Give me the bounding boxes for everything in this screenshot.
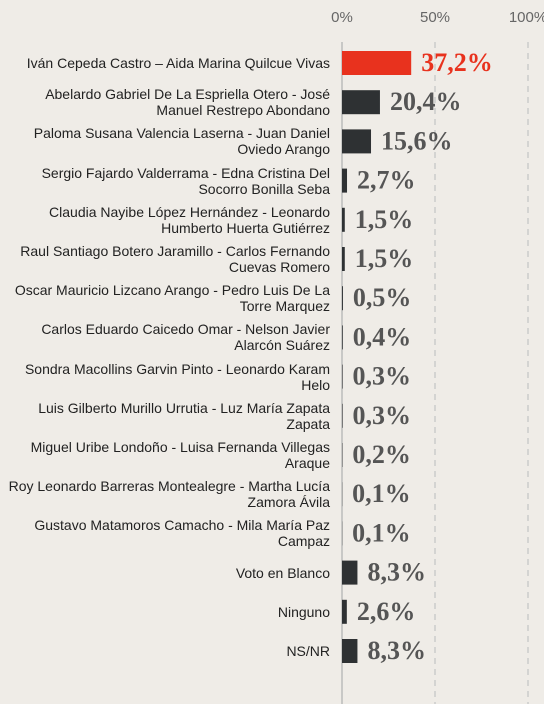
value-label: 1,5% (355, 244, 414, 273)
value-label: 0,3% (353, 362, 412, 391)
bar (342, 599, 347, 624)
value-label: 0,3% (353, 401, 412, 430)
category-label: Sergio Fajardo Valderrama - Edna Cristin… (41, 164, 330, 197)
category-label: Gustavo Matamoros Camacho - Mila María P… (34, 517, 330, 550)
x-tick-label: 50% (420, 9, 450, 26)
category-label: Paloma Susana Valencia Laserna - Juan Da… (33, 125, 330, 158)
bar (342, 364, 343, 389)
bar (342, 129, 372, 154)
category-label: Miguel Uribe Londoño - Luisa Fernanda Vi… (30, 439, 330, 471)
value-label: 0,4% (353, 322, 412, 351)
value-label: 20,4% (390, 87, 462, 116)
bar (342, 403, 343, 428)
bar (342, 639, 358, 663)
category-label: Claudia Nayibe López Hernández - Leonard… (49, 203, 330, 236)
bar (342, 207, 345, 232)
value-label: 8,3% (367, 558, 426, 587)
bar (342, 247, 345, 271)
category-label: Roy Leonardo Barreras Montealegre - Mart… (8, 478, 330, 511)
bar (342, 325, 343, 350)
category-label: Ninguno (277, 603, 330, 620)
value-label: 8,3% (367, 636, 426, 665)
value-label: 2,6% (357, 597, 416, 626)
category-label: Abelardo Gabriel De La Espriella Otero -… (45, 86, 330, 119)
value-label: 1,5% (355, 205, 414, 234)
bar (342, 90, 380, 115)
value-label: 0,1% (352, 518, 411, 547)
x-tick-label: 0% (331, 9, 353, 26)
category-label: Sondra Macollins Garvin Pinto - Leonardo… (24, 360, 330, 393)
value-label: 0,2% (352, 440, 411, 469)
bar (342, 560, 358, 585)
value-label: 15,6% (381, 126, 453, 155)
value-label: 37,2% (421, 48, 493, 77)
value-label: 2,7% (357, 166, 416, 195)
bar (342, 286, 343, 311)
category-label: Voto en Blanco (235, 564, 330, 581)
category-label: NS/NR (286, 643, 330, 659)
category-label: Raul Santiago Botero Jaramillo - Carlos … (20, 243, 330, 275)
category-label: Oscar Mauricio Lizcano Arango - Pedro Lu… (14, 282, 330, 315)
category-label: Iván Cepeda Castro – Aida Marina Quilcue… (26, 55, 330, 71)
value-label: 0,1% (352, 479, 411, 508)
category-label: Carlos Eduardo Caicedo Omar - Nelson Jav… (41, 321, 330, 354)
bar (342, 168, 348, 193)
bar (342, 51, 412, 75)
x-tick-label: 100% (509, 9, 544, 26)
category-label: Luis Gilberto Murillo Urrutia - Luz Marí… (38, 399, 330, 432)
value-label: 0,5% (353, 283, 412, 312)
